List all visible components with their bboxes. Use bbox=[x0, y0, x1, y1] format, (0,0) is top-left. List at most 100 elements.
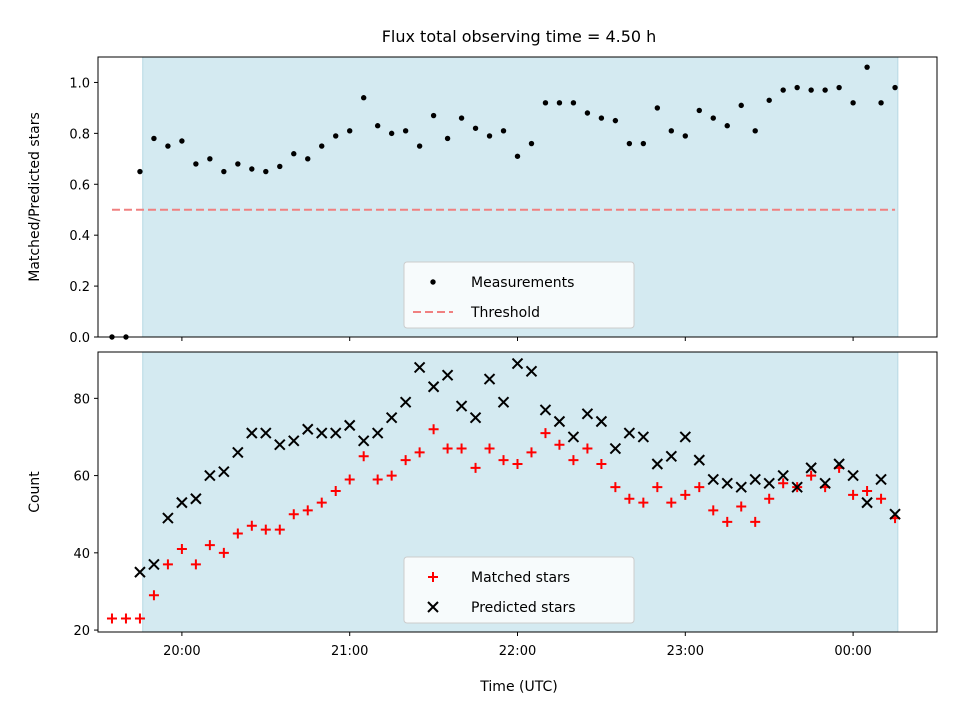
measurement-point bbox=[598, 115, 605, 121]
measurement-point bbox=[291, 151, 297, 157]
predicted-star-point bbox=[441, 369, 454, 381]
predicted-star-point bbox=[623, 427, 636, 439]
predicted-star-point bbox=[539, 404, 552, 416]
ratio-legend-box bbox=[403, 261, 635, 329]
predicted-star-point bbox=[497, 396, 510, 408]
measurement-point bbox=[808, 87, 814, 93]
legend-measurement-marker bbox=[430, 279, 436, 285]
x-tick-label: 22:00 bbox=[499, 644, 536, 659]
predicted-star-point bbox=[302, 423, 314, 435]
measurement-point bbox=[179, 138, 185, 144]
predicted-star-point bbox=[777, 469, 789, 482]
matched-star-point bbox=[372, 474, 383, 485]
matched-star-point bbox=[526, 447, 537, 458]
matched-star-point bbox=[232, 528, 243, 539]
measurement-point bbox=[374, 123, 381, 129]
measurement-point bbox=[612, 117, 619, 124]
matched-star-point bbox=[540, 428, 551, 439]
predicted-star-point bbox=[805, 462, 817, 474]
measurement-point bbox=[654, 105, 661, 111]
matched-star-point bbox=[386, 470, 397, 481]
predicted-star-point bbox=[469, 411, 482, 424]
measurement-point bbox=[542, 100, 549, 106]
predicted-star-point bbox=[889, 508, 901, 520]
predicted-star-point bbox=[847, 469, 859, 482]
matched-star-point bbox=[302, 505, 313, 516]
measurement-point bbox=[430, 112, 437, 119]
matched-star-point bbox=[330, 486, 341, 497]
matched-star-point bbox=[512, 459, 523, 469]
legend-entry: Predicted stars bbox=[471, 600, 576, 616]
matched-star-point bbox=[708, 505, 719, 516]
measurement-point bbox=[752, 128, 758, 134]
predicted-star-point bbox=[427, 381, 440, 393]
matched-star-point bbox=[246, 520, 257, 531]
predicted-star-point bbox=[679, 431, 692, 443]
measurement-point bbox=[165, 143, 171, 149]
measurement-point bbox=[193, 161, 199, 167]
measurement-point bbox=[472, 125, 479, 131]
matched-star-point bbox=[638, 497, 649, 508]
legend-entry: Measurements bbox=[471, 275, 574, 291]
predicted-star-point bbox=[875, 473, 887, 486]
x-tick-label: 00:00 bbox=[834, 644, 871, 659]
measurement-point bbox=[766, 97, 772, 103]
chart-title: Flux total observing time = 4.50 h bbox=[382, 27, 657, 46]
x-tick-label: 20:00 bbox=[163, 644, 200, 659]
matched-star-point bbox=[498, 455, 509, 466]
measurement-point bbox=[151, 135, 157, 142]
predicted-star-point bbox=[819, 477, 831, 490]
matched-star-point bbox=[274, 524, 285, 535]
measurement-point bbox=[263, 168, 269, 175]
predicted-star-point bbox=[525, 365, 538, 378]
measurement-point bbox=[696, 107, 702, 114]
y-tick-label: 40 bbox=[73, 547, 90, 562]
matched-star-point bbox=[344, 474, 355, 485]
measurement-point bbox=[514, 153, 521, 159]
predicted-star-point bbox=[791, 481, 803, 493]
y-tick-label: 0.0 bbox=[69, 331, 90, 346]
matched-star-point bbox=[848, 489, 859, 500]
measurement-point bbox=[878, 100, 884, 106]
legend-entry: Threshold bbox=[470, 305, 540, 321]
predicted-star-point bbox=[693, 454, 705, 466]
measurement-point bbox=[319, 143, 325, 149]
predicted-star-point bbox=[190, 493, 202, 505]
matched-star-point bbox=[652, 482, 663, 493]
count-legend-box bbox=[403, 556, 635, 624]
matched-star-point bbox=[624, 493, 635, 504]
matched-star-point bbox=[148, 590, 159, 601]
y-tick-label: 60 bbox=[73, 470, 90, 485]
y-tick-label: 0.6 bbox=[69, 178, 90, 193]
measurement-point bbox=[850, 100, 856, 106]
matched-star-point bbox=[484, 443, 495, 454]
matched-star-point bbox=[862, 486, 873, 497]
predicted-star-point bbox=[385, 411, 398, 424]
ratio-panel: 0.0 0.2 0.4 0.6 0.8 1.0 Matched/Predicted star… bbox=[27, 56, 938, 346]
measurement-point bbox=[249, 166, 255, 172]
predicted-star-point bbox=[316, 427, 328, 439]
predicted-star-point bbox=[274, 438, 286, 451]
measurement-point bbox=[277, 163, 283, 170]
matched-star-point bbox=[722, 516, 733, 527]
measurement-point bbox=[416, 143, 423, 149]
predicted-star-point bbox=[763, 477, 775, 490]
measurement-point bbox=[710, 115, 716, 121]
matched-star-point bbox=[218, 547, 229, 558]
measurement-point bbox=[137, 168, 143, 175]
predicted-star-point bbox=[651, 458, 664, 470]
measurement-point bbox=[388, 130, 395, 137]
predicted-star-point bbox=[707, 473, 719, 486]
measurement-point bbox=[221, 168, 227, 175]
measurement-point bbox=[458, 115, 465, 121]
predicted-star-point bbox=[413, 361, 426, 374]
ratio-y-axis-label: Matched/Predicted stars bbox=[27, 112, 43, 282]
matched-star-point bbox=[120, 613, 131, 624]
measurement-point bbox=[794, 84, 800, 91]
measurement-point bbox=[333, 133, 339, 139]
predicted-star-point bbox=[567, 431, 580, 443]
measurement-point bbox=[584, 110, 591, 116]
predicted-star-point bbox=[176, 496, 188, 509]
count-panel: 20 40 60 80 20:00 21:00 22:00 23:00 00:00 Count Ma… bbox=[27, 351, 938, 659]
matched-star-point bbox=[316, 497, 327, 508]
